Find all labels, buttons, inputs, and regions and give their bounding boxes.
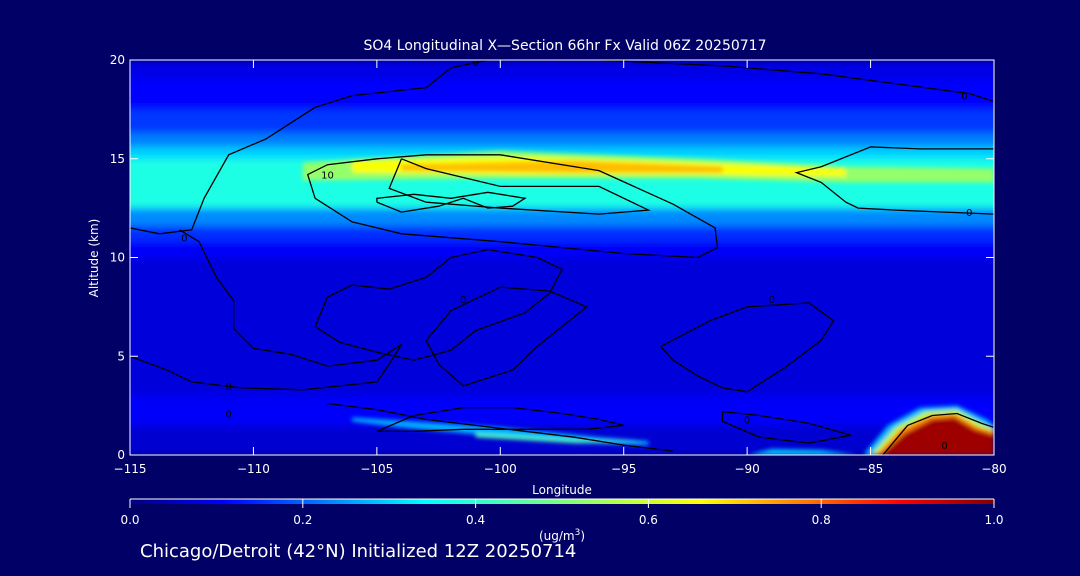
y-tick-label: 10 bbox=[110, 251, 125, 265]
concentration-feature-4 bbox=[475, 433, 649, 444]
background-band-7 bbox=[130, 225, 994, 243]
colorbar-ticks: 0.0 0.2 0.4 0.6 0.8 1.0 bbox=[120, 499, 1004, 527]
contour-line-2 bbox=[306, 154, 719, 259]
contour-label-3: 0 bbox=[966, 208, 972, 219]
contour-label-1: 0 bbox=[961, 92, 967, 103]
contour-line-6 bbox=[314, 248, 563, 361]
colorbar-tick-label: 0.0 bbox=[120, 513, 139, 527]
contour-label-7: 0 bbox=[226, 382, 232, 393]
plot-area: 0 0 10 0 0 0 0 0 0 0 0 bbox=[130, 58, 994, 455]
background-band-2 bbox=[130, 109, 994, 135]
y-tick-label: 5 bbox=[117, 349, 125, 363]
x-tick-label: −115 bbox=[114, 462, 147, 476]
contour-lines bbox=[130, 60, 994, 455]
contour-label-6: 0 bbox=[769, 295, 775, 306]
background-band-1 bbox=[130, 79, 994, 111]
contour-line-4 bbox=[376, 191, 527, 213]
contour-label-2: 10 bbox=[321, 171, 334, 182]
contour-label-8: 0 bbox=[226, 410, 232, 421]
x-tick-label: −85 bbox=[858, 462, 883, 476]
contour-line-10 bbox=[327, 402, 674, 452]
contour-label-10: 0 bbox=[941, 441, 947, 452]
footer-caption: Chicago/Detroit (42°N) Initialized 12Z 2… bbox=[140, 541, 577, 562]
concentration-feature-5 bbox=[747, 449, 859, 455]
x-tick-label: −100 bbox=[484, 462, 517, 476]
background-band-8 bbox=[130, 241, 994, 259]
colorbar-tick-label: 0.4 bbox=[466, 513, 485, 527]
concentration-feature-9 bbox=[880, 417, 994, 455]
x-tick-label: −110 bbox=[237, 462, 270, 476]
background-band-0 bbox=[130, 60, 994, 81]
x-tick-label: −105 bbox=[360, 462, 393, 476]
contour-label-5: 0 bbox=[460, 295, 466, 306]
contour-line-5 bbox=[130, 229, 403, 391]
colorbar: 0.0 0.2 0.4 0.6 0.8 1.0 (ug/m3) bbox=[120, 498, 1004, 543]
colorbar-ramp bbox=[130, 499, 994, 504]
contour-label-0: 0 bbox=[472, 58, 478, 69]
contour-label-4: 0 bbox=[181, 234, 187, 245]
y-axis-label: Altitude (km) bbox=[87, 219, 101, 298]
concentration-feature-2 bbox=[401, 160, 723, 173]
chart-title: SO4 Longitudinal X—Section 66hr Fx Valid… bbox=[364, 38, 767, 54]
concentration-feature-3 bbox=[352, 417, 649, 446]
colorbar-units: (ug/m3) bbox=[539, 528, 585, 543]
contour-labels: 0 0 10 0 0 0 0 0 0 0 0 bbox=[181, 58, 972, 452]
background-bands bbox=[130, 60, 994, 455]
colorbar-tick-label: 1.0 bbox=[984, 513, 1003, 527]
contour-line-12 bbox=[882, 412, 994, 455]
y-tick-label: 15 bbox=[110, 152, 125, 166]
y-tick-label: 0 bbox=[117, 448, 125, 462]
contour-line-1 bbox=[794, 146, 994, 215]
contour-line-9 bbox=[376, 406, 624, 432]
x-axis-label: Longitude bbox=[532, 483, 592, 497]
contour-label-9: 0 bbox=[744, 415, 750, 426]
contour-line-7 bbox=[425, 286, 588, 387]
axes: −115 −110 −105 −100 −95 −90 −85 −80 0 5 10 15 20 bbox=[110, 53, 1007, 476]
filled-features bbox=[302, 150, 994, 455]
x-tick-label: −95 bbox=[611, 462, 636, 476]
x-tick-label: −90 bbox=[734, 462, 759, 476]
background-band-10 bbox=[130, 395, 994, 427]
background-band-6 bbox=[130, 208, 994, 227]
contour-line-0 bbox=[130, 60, 994, 235]
background-band-3 bbox=[130, 133, 994, 148]
contour-line-11 bbox=[721, 410, 851, 444]
colorbar-tick-label: 0.8 bbox=[812, 513, 831, 527]
colorbar-tick-label: 0.2 bbox=[293, 513, 312, 527]
x-tick-label: −80 bbox=[981, 462, 1006, 476]
colorbar-tick-label: 0.6 bbox=[639, 513, 658, 527]
contour-line-8 bbox=[660, 302, 835, 393]
y-tick-label: 20 bbox=[110, 53, 125, 67]
